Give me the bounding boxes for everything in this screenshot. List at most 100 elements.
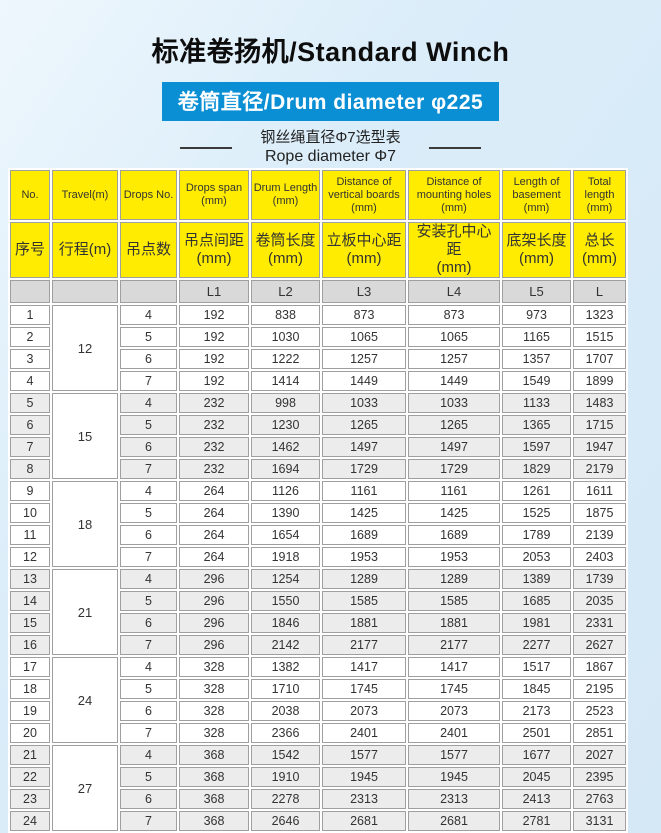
table-row: 5 15 4 232 998 1033 1033 1133 1483	[10, 393, 626, 479]
cell-value: 2331	[573, 613, 626, 633]
header-cell-cn: 立板中心距 (mm)	[322, 222, 406, 278]
cell-drops: 7	[120, 371, 177, 391]
table-row: 13 21 4 296 1254 1289 1289 1389 1739	[10, 569, 626, 655]
cell-drops: 7	[120, 635, 177, 655]
cell-drops: 4	[120, 745, 177, 765]
cell-value: 1417	[408, 657, 500, 677]
cell-value: 1033	[322, 393, 406, 413]
cell-value: 1745	[408, 679, 500, 699]
header-cell-cn: 吊点数	[120, 222, 177, 278]
cell-no: 4	[10, 371, 50, 391]
cell-no: 9	[10, 481, 50, 501]
table-row: 20 7 328 2366 2401 2401 2501 2851	[10, 723, 626, 743]
cell-value: 1126	[251, 481, 320, 501]
cell-value: 264	[179, 503, 249, 523]
cell-drops: 6	[120, 789, 177, 809]
table-row: 16 7 296 2142 2177 2177 2277 2627	[10, 635, 626, 655]
table-row: 24 7 368 2646 2681 2681 2781 3131	[10, 811, 626, 831]
cell-drops: 4	[120, 657, 177, 677]
table-row: 22 5 368 1910 1945 1945 2045 2395	[10, 767, 626, 787]
cell-value: 192	[179, 371, 249, 391]
cell-value: 1389	[502, 569, 571, 589]
cell-value: 2313	[408, 789, 500, 809]
table-row: 23 6 368 2278 2313 2313 2413 2763	[10, 789, 626, 809]
cell-value: 1030	[251, 327, 320, 347]
cell-value: 1289	[408, 569, 500, 589]
cell-value: 1414	[251, 371, 320, 391]
header-cell-en: Travel(m)	[52, 170, 118, 220]
cell-value: 232	[179, 437, 249, 457]
header-cell-cn: 卷筒长度 (mm)	[251, 222, 320, 278]
table-row: 9 18 4 264 1126 1161 1161 1261 1611	[10, 481, 626, 567]
symbol-cell: L1	[179, 280, 249, 303]
cell-no: 5	[10, 393, 50, 413]
cell-value: 296	[179, 591, 249, 611]
cell-value: 232	[179, 459, 249, 479]
cell-value: 873	[408, 305, 500, 325]
cell-value: 368	[179, 811, 249, 831]
cell-value: 2142	[251, 635, 320, 655]
symbol-row: L1 L2 L3 L4 L5 L	[10, 280, 626, 303]
table-row: 15 6 296 1846 1881 1881 1981 2331	[10, 613, 626, 633]
cell-value: 192	[179, 349, 249, 369]
cell-value: 2177	[322, 635, 406, 655]
cell-value: 1265	[322, 415, 406, 435]
table-row: 21 27 4 368 1542 1577 1577 1677 2027	[10, 745, 626, 831]
cell-value: 1449	[408, 371, 500, 391]
symbol-cell: L4	[408, 280, 500, 303]
symbol-cell: L	[573, 280, 626, 303]
cell-value: 1517	[502, 657, 571, 677]
cell-drops: 5	[120, 415, 177, 435]
cell-drops: 4	[120, 569, 177, 589]
cell-travel: 24	[52, 657, 118, 743]
cell-value: 1597	[502, 437, 571, 457]
cell-no: 14	[10, 591, 50, 611]
cell-value: 838	[251, 305, 320, 325]
cell-travel: 12	[52, 305, 118, 391]
cell-value: 1425	[322, 503, 406, 523]
table-row: 4 7 192 1414 1449 1449 1549 1899	[10, 371, 626, 391]
cell-value: 1953	[322, 547, 406, 567]
cell-value: 368	[179, 767, 249, 787]
cell-value: 1254	[251, 569, 320, 589]
symbol-cell	[10, 280, 50, 303]
cell-value: 1515	[573, 327, 626, 347]
cell-value: 1161	[322, 481, 406, 501]
header-cell-cn: 安装孔中心距 (mm)	[408, 222, 500, 278]
cell-drops: 6	[120, 701, 177, 721]
cell-value: 1033	[408, 393, 500, 413]
cell-drops: 4	[120, 393, 177, 413]
cell-value: 2195	[573, 679, 626, 699]
cell-value: 1867	[573, 657, 626, 677]
cell-value: 2523	[573, 701, 626, 721]
cell-value: 2027	[573, 745, 626, 765]
cell-value: 328	[179, 723, 249, 743]
cell-no: 20	[10, 723, 50, 743]
cell-drops: 4	[120, 481, 177, 501]
symbol-cell	[120, 280, 177, 303]
cell-value: 1689	[322, 525, 406, 545]
cell-value: 2035	[573, 591, 626, 611]
cell-drops: 5	[120, 767, 177, 787]
cell-value: 1910	[251, 767, 320, 787]
cell-value: 1745	[322, 679, 406, 699]
cell-no: 2	[10, 327, 50, 347]
header-cell-cn: 序号	[10, 222, 50, 278]
table-row: 18 5 328 1710 1745 1745 1845 2195	[10, 679, 626, 699]
cell-value: 2277	[502, 635, 571, 655]
cell-value: 1881	[408, 613, 500, 633]
cell-no: 3	[10, 349, 50, 369]
symbol-cell: L5	[502, 280, 571, 303]
table-row: 17 24 4 328 1382 1417 1417 1517 1867	[10, 657, 626, 743]
cell-value: 232	[179, 415, 249, 435]
cell-value: 1729	[322, 459, 406, 479]
drum-diameter-badge: 卷筒直径/Drum diameter φ225	[161, 82, 500, 121]
header-cell-cn: 底架长度 (mm)	[502, 222, 571, 278]
header-cell-en: Distance of vertical boards (mm)	[322, 170, 406, 220]
table-row: 7 6 232 1462 1497 1497 1597 1947	[10, 437, 626, 457]
cell-value: 2278	[251, 789, 320, 809]
right-dash-decoration	[428, 146, 481, 149]
cell-value: 1585	[322, 591, 406, 611]
cell-value: 1918	[251, 547, 320, 567]
cell-value: 1694	[251, 459, 320, 479]
